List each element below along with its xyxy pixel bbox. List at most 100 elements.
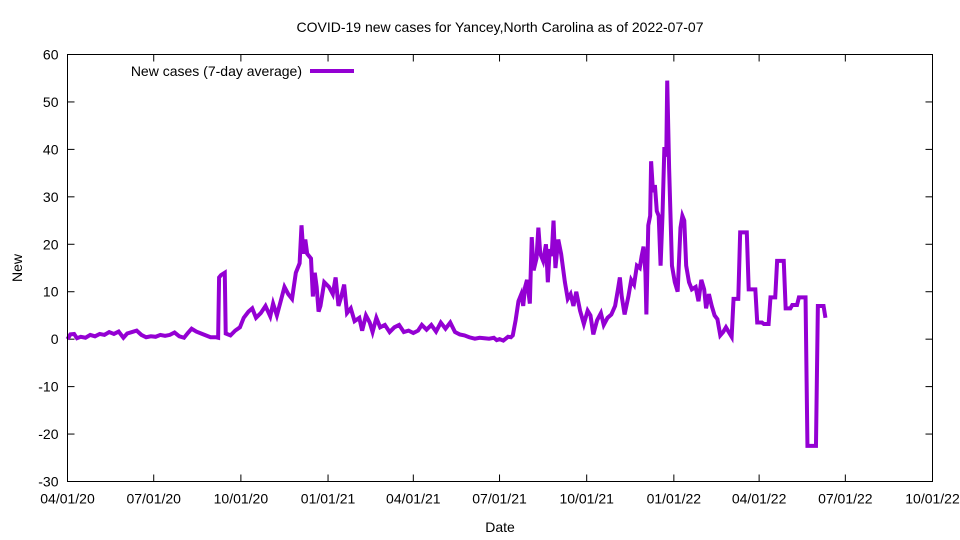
data-point (763, 323, 764, 324)
x-tick-label: 10/01/21 (559, 491, 614, 507)
y-tick-label: -10 (38, 379, 58, 395)
data-point (344, 284, 345, 285)
data-point (815, 445, 816, 446)
data-point (628, 296, 629, 297)
data-point (515, 320, 516, 321)
data-point (299, 263, 300, 264)
data-point (654, 184, 655, 185)
data-point (664, 147, 665, 148)
data-point (645, 272, 646, 273)
data-point (341, 296, 342, 297)
data-point (680, 227, 681, 228)
data-point (666, 156, 667, 157)
data-point (768, 323, 769, 324)
data-point (324, 282, 325, 283)
data-point (408, 330, 409, 331)
data-point (459, 334, 460, 335)
x-axis-ticks: 04/01/20 07/01/20 10/01/20 01/01/21 04/01/21… (40, 54, 960, 507)
data-point (165, 335, 166, 336)
data-point (155, 336, 156, 337)
data-point (445, 328, 446, 329)
legend-label: New cases (7-day average) (131, 63, 302, 79)
data-point (590, 315, 591, 316)
data-point (615, 305, 616, 306)
x-tick-label: 04/01/22 (732, 491, 787, 507)
data-point (717, 319, 718, 320)
data-point (641, 256, 642, 257)
data-point (646, 314, 647, 315)
data-point (714, 315, 715, 316)
data-point (131, 332, 132, 333)
data-point (76, 338, 77, 339)
data-point (651, 161, 652, 162)
data-point (695, 286, 696, 287)
data-point (205, 335, 206, 336)
data-point (733, 298, 734, 299)
data-point (770, 297, 771, 298)
data-point (94, 336, 95, 337)
data-point (292, 298, 293, 299)
x-tick-label: 10/01/22 (905, 491, 960, 507)
data-point (691, 289, 692, 290)
data-point (561, 253, 562, 254)
data-point (755, 289, 756, 290)
data-point (85, 337, 86, 338)
data-point (426, 329, 427, 330)
data-point (746, 232, 747, 233)
data-point (312, 296, 313, 297)
data-point (518, 301, 519, 302)
data-point (580, 310, 581, 311)
data-point (564, 282, 565, 283)
data-point (421, 324, 422, 325)
data-point (499, 339, 500, 340)
data-point (567, 298, 568, 299)
data-point (284, 286, 285, 287)
data-point (805, 297, 806, 298)
data-point (224, 272, 225, 273)
data-point (508, 336, 509, 337)
data-point (576, 291, 577, 292)
data-point (573, 305, 574, 306)
data-point (540, 253, 541, 254)
data-point (757, 322, 758, 323)
data-point (225, 333, 226, 334)
data-point (521, 294, 522, 295)
data-point (372, 332, 373, 333)
data-point (305, 239, 306, 240)
data-point (201, 333, 202, 334)
data-point (671, 265, 672, 266)
data-point (823, 305, 824, 306)
data-point (270, 316, 271, 317)
data-point (118, 331, 119, 332)
data-point (677, 291, 678, 292)
data-point (621, 296, 622, 297)
data-point (295, 272, 296, 273)
data-point (479, 337, 480, 338)
data-point (484, 338, 485, 339)
data-point (464, 335, 465, 336)
data-point (276, 315, 277, 316)
data-point (674, 282, 675, 283)
data-point (320, 305, 321, 306)
data-point (660, 265, 661, 266)
data-point (597, 320, 598, 321)
data-point (146, 337, 147, 338)
data-point (503, 340, 504, 341)
data-point (248, 311, 249, 312)
data-point (350, 308, 351, 309)
data-point (547, 282, 548, 283)
data-point (536, 258, 537, 259)
x-axis-label: Date (485, 519, 515, 535)
data-point (310, 258, 311, 259)
data-point (689, 282, 690, 283)
data-point (723, 332, 724, 333)
x-tick-label: 01/01/21 (301, 491, 356, 507)
data-point (533, 270, 534, 271)
data-point (593, 334, 594, 335)
data-point (174, 332, 175, 333)
data-point (704, 289, 705, 290)
data-point (667, 80, 668, 81)
data-point (369, 322, 370, 323)
